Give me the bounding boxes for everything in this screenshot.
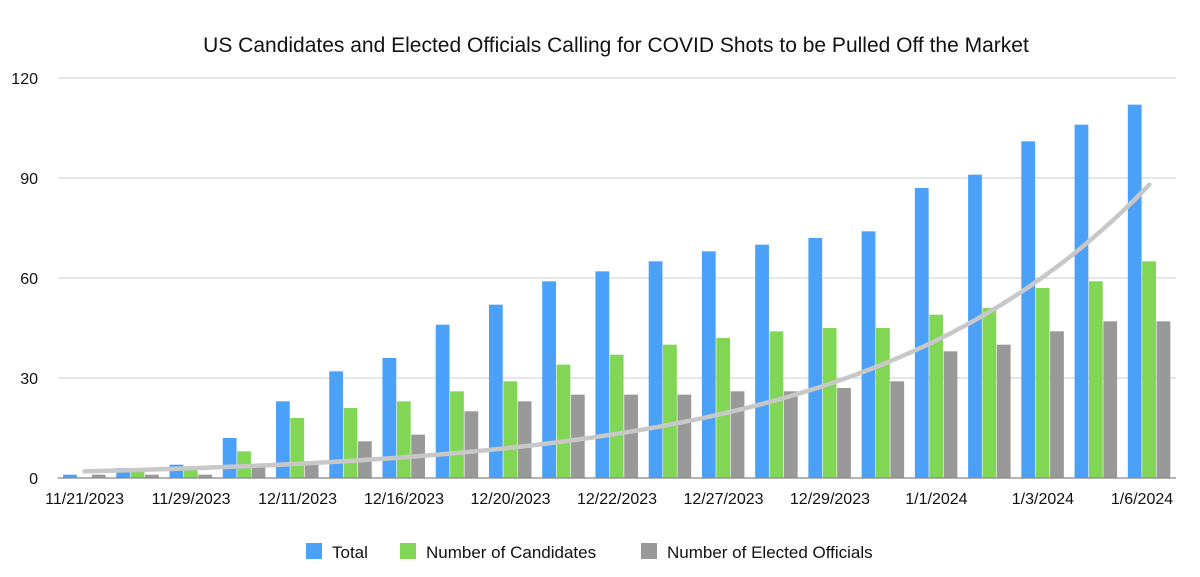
bar-total xyxy=(808,238,823,478)
bar-number-of-elected-officials xyxy=(996,344,1011,478)
bar-number-of-candidates xyxy=(982,308,997,478)
x-tick-label: 1/1/2024 xyxy=(905,491,967,508)
x-tick-label: 1/6/2024 xyxy=(1111,491,1173,508)
bar-total xyxy=(648,261,663,478)
x-tick-label: 11/29/2023 xyxy=(152,491,231,508)
x-tick-label: 12/11/2023 xyxy=(258,491,337,508)
bar-number-of-candidates xyxy=(716,338,731,478)
bar-total xyxy=(755,244,769,478)
bar-number-of-candidates xyxy=(929,314,944,478)
bar-number-of-candidates xyxy=(503,381,518,478)
bars-layer xyxy=(63,104,1171,479)
bar-number-of-candidates xyxy=(343,408,358,478)
bar-number-of-elected-officials xyxy=(570,394,585,478)
bar-total xyxy=(488,304,503,478)
x-tick-label: 11/21/2023 xyxy=(45,491,124,508)
bar-number-of-elected-officials xyxy=(730,391,745,478)
legend-label: Total xyxy=(332,543,368,562)
bar-number-of-elected-officials xyxy=(464,411,479,478)
bar-total xyxy=(276,401,290,478)
bar-number-of-candidates xyxy=(183,468,198,478)
bar-number-of-elected-officials xyxy=(624,394,638,478)
bar-number-of-candidates xyxy=(1088,281,1103,478)
bar-number-of-candidates xyxy=(663,344,677,478)
x-tick-label: 12/16/2023 xyxy=(364,491,444,508)
bar-total xyxy=(542,281,556,478)
bar-number-of-elected-officials xyxy=(517,401,532,478)
x-tick-label: 12/29/2023 xyxy=(790,491,870,508)
bar-number-of-candidates xyxy=(1035,288,1050,478)
bar-total xyxy=(861,231,876,478)
bar-total xyxy=(222,438,237,478)
x-tick-label: 12/27/2023 xyxy=(683,491,763,508)
bar-number-of-elected-officials xyxy=(1156,321,1171,478)
bar-number-of-elected-officials xyxy=(145,474,159,478)
y-tick-label: 120 xyxy=(11,71,38,88)
trendline xyxy=(82,182,1152,474)
bar-number-of-elected-officials xyxy=(1050,331,1064,478)
y-tick-label: 60 xyxy=(20,271,38,288)
y-tick-label: 0 xyxy=(29,471,38,488)
bar-number-of-candidates xyxy=(450,391,464,478)
bar-total xyxy=(329,371,344,478)
bar-total xyxy=(1021,141,1036,478)
bar-number-of-candidates xyxy=(769,331,784,478)
bar-number-of-candidates xyxy=(556,364,571,478)
bar-number-of-candidates xyxy=(396,401,411,478)
legend: Total Number of Candidates Number of Elect… xyxy=(306,543,873,562)
x-tick-label: 1/3/2024 xyxy=(1012,491,1074,508)
bar-number-of-elected-officials xyxy=(677,394,692,478)
bar-total xyxy=(116,468,131,478)
y-tick-label: 30 xyxy=(20,371,38,388)
trendline-layer xyxy=(82,182,1152,474)
legend-swatch xyxy=(306,543,322,559)
chart-title: US Candidates and Elected Officials Call… xyxy=(203,34,1029,57)
bar-total xyxy=(968,174,982,479)
bar-number-of-elected-officials xyxy=(837,388,851,478)
legend-label: Number of Elected Officials xyxy=(667,543,873,562)
bar-number-of-candidates xyxy=(876,328,890,478)
legend-swatch xyxy=(641,543,657,559)
bar-number-of-elected-officials xyxy=(91,474,106,478)
bar-total xyxy=(1074,124,1089,479)
bar-total xyxy=(1127,104,1142,479)
bar-number-of-candidates xyxy=(290,418,305,478)
x-tick-label: 12/22/2023 xyxy=(577,491,657,508)
bar-number-of-candidates xyxy=(609,354,624,478)
bar-total xyxy=(63,474,77,478)
legend-label: Number of Candidates xyxy=(426,543,596,562)
bar-number-of-candidates xyxy=(1142,261,1156,478)
bar-number-of-elected-officials xyxy=(198,474,213,478)
legend-swatch xyxy=(400,543,416,559)
bar-total xyxy=(701,251,716,478)
bar-number-of-candidates xyxy=(130,471,145,478)
bar-number-of-candidates xyxy=(822,328,837,478)
x-tick-label: 12/20/2023 xyxy=(470,491,550,508)
x-axis: 11/21/2023 11/29/2023 12/11/2023 12/16/2023… xyxy=(45,477,1176,508)
bar-number-of-elected-officials xyxy=(890,381,905,478)
bar-number-of-elected-officials xyxy=(304,461,319,478)
bar-total xyxy=(435,324,450,478)
bar-number-of-elected-officials xyxy=(943,351,958,478)
bar-total xyxy=(914,188,929,478)
bar-number-of-elected-officials xyxy=(1103,321,1118,478)
bar-total xyxy=(595,271,610,478)
bar-total xyxy=(382,358,397,478)
bar-number-of-elected-officials xyxy=(783,391,798,478)
y-tick-label: 90 xyxy=(20,171,38,188)
